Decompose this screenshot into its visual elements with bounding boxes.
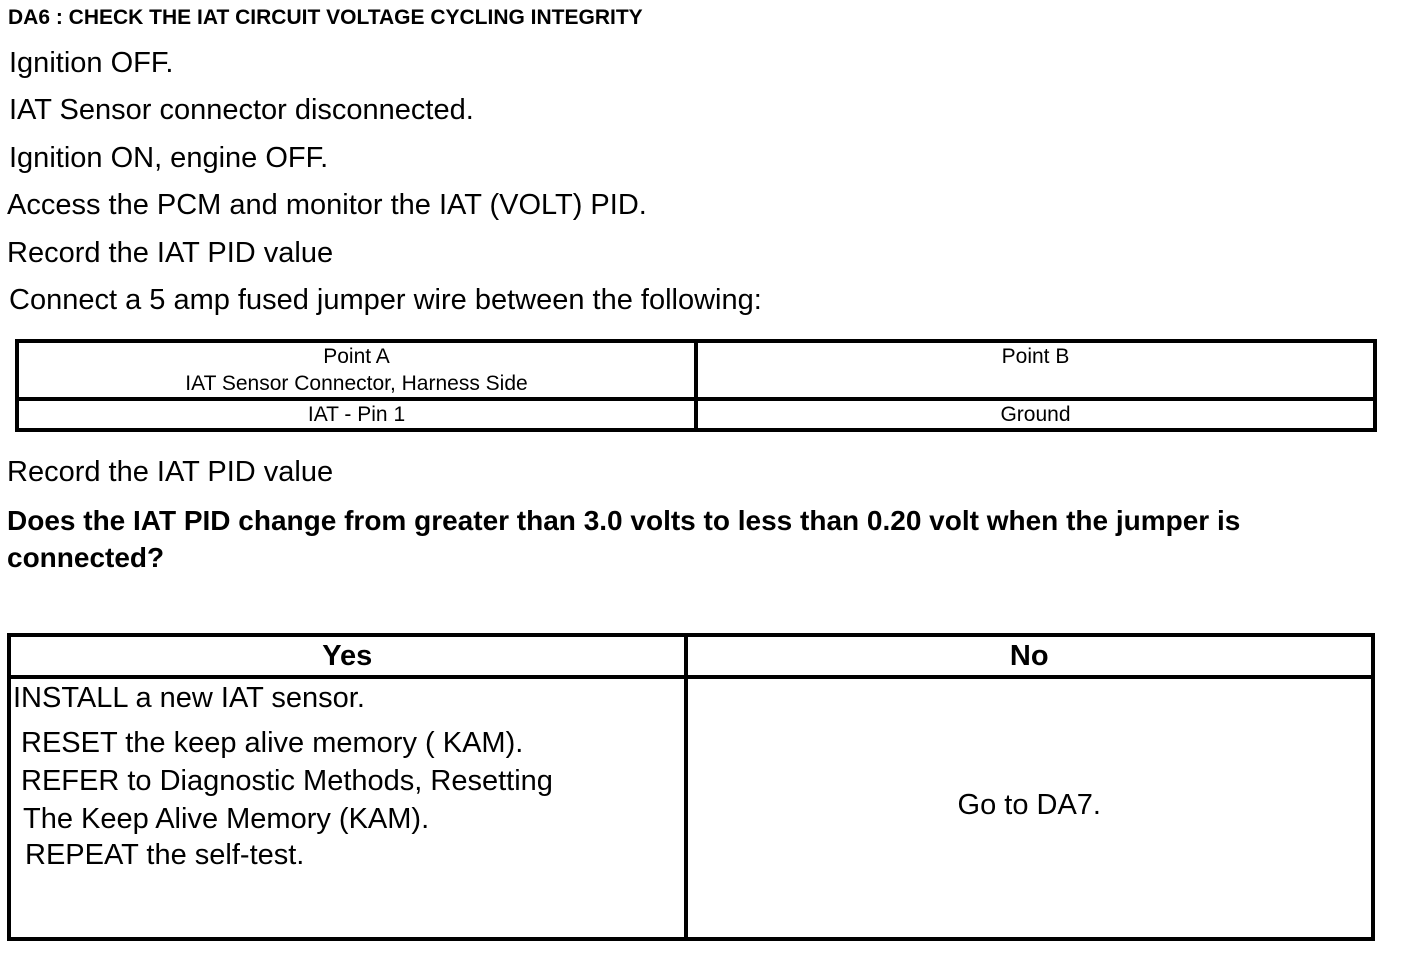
jumper-table-header: Point A IAT Sensor Connector, Harness Si…	[15, 339, 1377, 401]
step-1: Ignition OFF.	[9, 47, 174, 79]
step-5: Record the IAT PID value	[7, 237, 334, 269]
step-6: Connect a 5 amp fused jumper wire betwee…	[9, 284, 762, 316]
point-b-header: Point B	[694, 339, 1377, 401]
result-table: Yes No INSTALL a new IAT sensor. RESET t…	[7, 633, 1376, 941]
page-title: DA6 : CHECK THE IAT CIRCUIT VOLTAGE CYCL…	[8, 6, 643, 29]
jumper-table: Point A IAT Sensor Connector, Harness Si…	[15, 339, 1377, 432]
step-2: IAT Sensor connector disconnected.	[9, 94, 474, 126]
step-3: Ignition ON, engine OFF.	[9, 142, 329, 174]
record-again: Record the IAT PID value	[7, 456, 334, 488]
question: Does the IAT PID change from greater tha…	[7, 505, 1241, 573]
yes-line: RESET the keep alive memory ( KAM).	[21, 727, 524, 759]
no-header: No	[683, 633, 1376, 679]
point-a-sublabel: IAT Sensor Connector, Harness Side	[185, 372, 528, 395]
yes-cell: INSTALL a new IAT sensor. RESET the keep…	[7, 675, 688, 941]
yes-line: INSTALL a new IAT sensor.	[13, 682, 365, 714]
no-text: Go to DA7.	[957, 788, 1101, 821]
point-b-label: Point B	[1001, 345, 1070, 368]
yes-line: REFER to Diagnostic Methods, Resetting	[21, 765, 553, 797]
table-row: IAT - Pin 1 Ground	[15, 397, 1377, 432]
yes-header: Yes	[7, 633, 688, 679]
point-a-header: Point A IAT Sensor Connector, Harness Si…	[15, 339, 698, 401]
yes-line: The Keep Alive Memory (KAM).	[23, 803, 430, 835]
yes-line: REPEAT the self-test.	[25, 839, 305, 871]
point-a-value: IAT - Pin 1	[15, 397, 698, 432]
step-4: Access the PCM and monitor the IAT (VOLT…	[7, 189, 647, 221]
point-b-value: Ground	[694, 397, 1377, 432]
no-cell: Go to DA7.	[683, 675, 1376, 941]
point-a-label: Point A	[323, 345, 390, 368]
